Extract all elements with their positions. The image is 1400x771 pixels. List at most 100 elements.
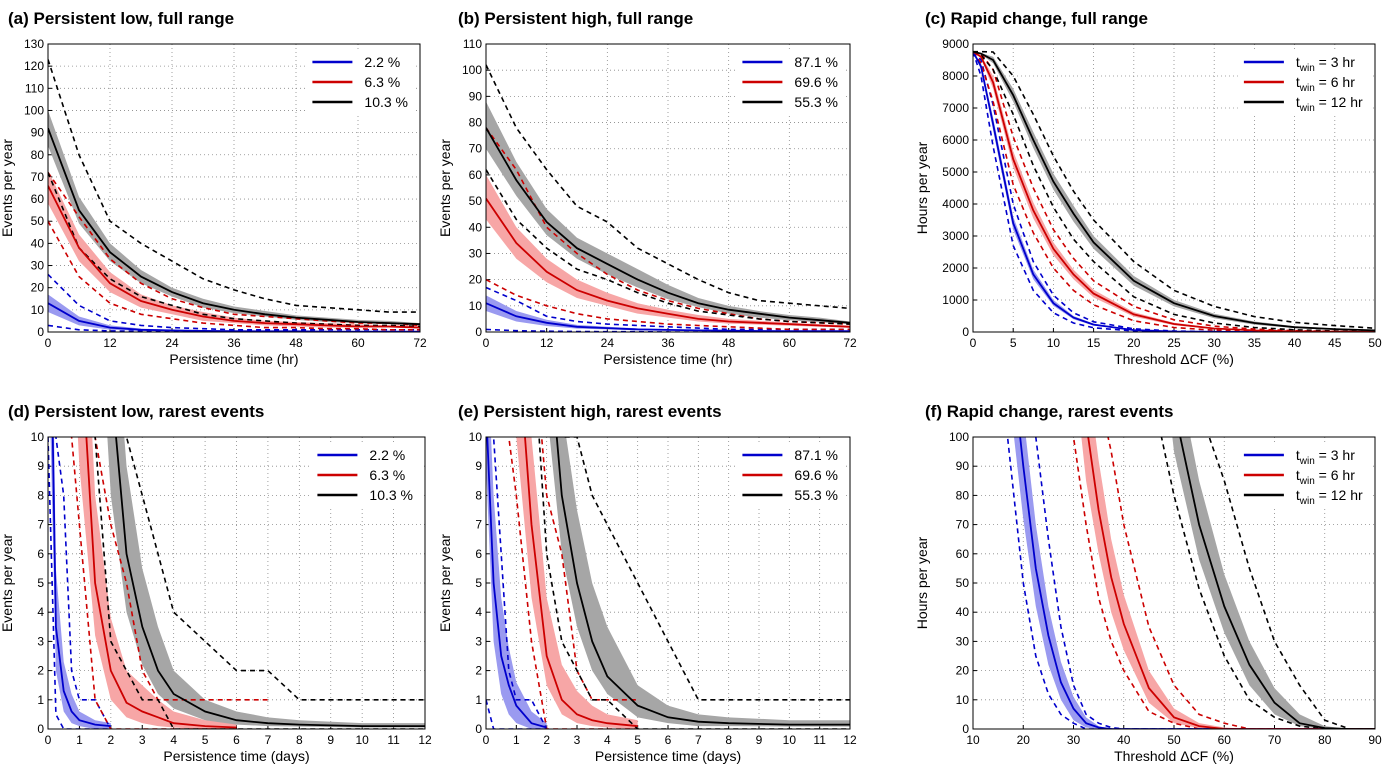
y-tick-label: 40 (956, 605, 970, 619)
y-tick-label: 20 (469, 273, 483, 287)
y-tick-label: 50 (469, 194, 483, 208)
median-line (486, 437, 547, 729)
panel-title: (c) Rapid change, full range (925, 9, 1148, 28)
median-line (973, 50, 1375, 332)
x-tick-label: 7 (695, 733, 702, 747)
legend-label: 87.1 % (794, 54, 838, 70)
legend-label-main: t (1296, 94, 1300, 110)
range-line (125, 437, 425, 701)
x-tick-label: 60 (783, 336, 797, 350)
y-tick-label: 0 (962, 325, 969, 339)
x-tick-label: 48 (722, 336, 736, 350)
x-tick-label: 90 (1368, 733, 1382, 747)
x-tick-label: 4 (604, 733, 611, 747)
y-tick-label: 0 (475, 722, 482, 736)
x-tick-label: 35 (1248, 336, 1262, 350)
x-tick-label: 3 (139, 733, 146, 747)
x-tick-label: 1 (513, 733, 520, 747)
x-tick-label: 24 (165, 336, 179, 350)
median-line (486, 302, 850, 332)
legend: 2.2 % 6.3 % 10.3 % (306, 50, 416, 114)
x-tick-label: 12 (843, 733, 857, 747)
legend-label-sub: win (1299, 103, 1315, 114)
x-axis-label: Threshold ΔCF (%) (1114, 748, 1234, 764)
y-tick-label: 2 (37, 664, 44, 678)
range-line (94, 437, 425, 729)
x-tick-label: 30 (1208, 336, 1222, 350)
y-tick-label: 10 (31, 303, 45, 317)
y-tick-label: 100 (24, 103, 44, 117)
x-tick-label: 48 (289, 336, 303, 350)
legend-label-rest: = 3 hr (1315, 54, 1355, 70)
y-tick-label: 10 (956, 693, 970, 707)
y-axis-label: Hours per year (914, 141, 930, 234)
panel-title: (d) Persistent low, rarest events (8, 402, 264, 421)
panel-title: (f) Rapid change, rarest events (925, 402, 1173, 421)
median-line (1087, 437, 1375, 729)
legend-label: 69.6 % (794, 467, 838, 483)
y-tick-label: 1 (37, 693, 44, 707)
y-tick-label: 80 (956, 488, 970, 502)
x-tick-label: 70 (1268, 733, 1282, 747)
y-axis-label: Events per year (0, 534, 15, 632)
legend: 87.1 % 69.6 % 55.3 % (736, 443, 846, 507)
range-line (55, 437, 112, 729)
y-tick-label: 9000 (942, 37, 969, 51)
legend-label-sub: win (1299, 63, 1315, 74)
range-line (48, 172, 420, 327)
panel: (c) Rapid change, full range 0 5 10 15 20 25 30… (914, 9, 1382, 367)
y-tick-label: 3 (475, 634, 482, 648)
y-tick-label: 60 (956, 547, 970, 561)
panel: (b) Persistent high, full range 0 12 24 36 48… (437, 9, 857, 367)
y-tick-label: 9 (37, 459, 44, 473)
y-tick-label: 70 (469, 142, 483, 156)
legend-label: 2.2 % (364, 54, 400, 70)
y-tick-label: 100 (949, 430, 969, 444)
x-tick-label: 25 (1167, 336, 1181, 350)
x-tick-label: 72 (843, 336, 857, 350)
y-tick-label: 7 (475, 518, 482, 532)
legend-label-rest: = 12 hr (1315, 487, 1363, 503)
y-tick-label: 8 (37, 488, 44, 502)
legend-label: 55.3 % (794, 94, 838, 110)
y-tick-label: 70 (31, 170, 45, 184)
legend-label: 10.3 % (369, 487, 413, 503)
plot-frame (485, 436, 851, 730)
range-line (48, 59, 420, 313)
y-tick-label: 4 (37, 605, 44, 619)
x-tick-label: 10 (355, 733, 369, 747)
legend-label: 55.3 % (794, 487, 838, 503)
range-line (94, 437, 268, 701)
legend-label-main: t (1296, 447, 1300, 463)
legend-label-main: t (1296, 467, 1300, 483)
plot-frame (47, 436, 426, 730)
range-line (48, 220, 420, 331)
range-line (973, 50, 1375, 332)
x-tick-label: 6 (665, 733, 672, 747)
y-tick-label: 50 (956, 576, 970, 590)
x-tick-label: 40 (1288, 336, 1302, 350)
median-line (115, 437, 425, 727)
y-tick-label: 7000 (942, 101, 969, 115)
x-tick-label: 60 (351, 336, 365, 350)
range-line (973, 50, 1375, 329)
x-axis-label: Threshold ΔCF (%) (1114, 351, 1234, 367)
y-tick-label: 3 (37, 634, 44, 648)
y-tick-label: 0 (37, 325, 44, 339)
y-tick-label: 10 (469, 299, 483, 313)
y-tick-label: 6 (475, 547, 482, 561)
y-tick-label: 6000 (942, 133, 969, 147)
y-tick-label: 0 (37, 722, 44, 736)
y-tick-label: 60 (31, 192, 45, 206)
range-line (1072, 437, 1375, 729)
y-tick-label: 30 (469, 246, 483, 260)
x-tick-label: 80 (1318, 733, 1332, 747)
x-axis-label: Persistence time (hr) (169, 351, 298, 367)
x-tick-label: 8 (296, 733, 303, 747)
legend-label: 6.3 % (369, 467, 405, 483)
x-tick-label: 11 (813, 733, 826, 747)
x-tick-label: 8 (725, 733, 732, 747)
y-tick-label: 30 (956, 634, 970, 648)
confidence-band (1172, 437, 1375, 729)
y-tick-label: 2 (475, 664, 482, 678)
